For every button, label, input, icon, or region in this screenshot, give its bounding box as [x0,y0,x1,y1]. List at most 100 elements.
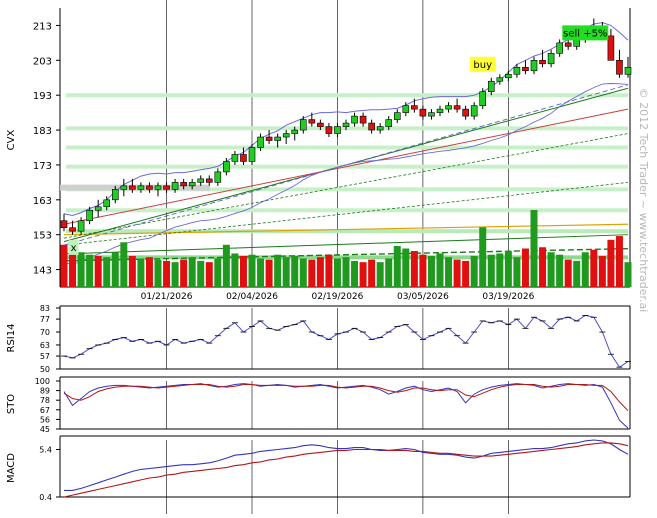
annotation-box [469,56,496,72]
candle-body [171,182,179,190]
volume-bar [376,262,384,287]
candle-body [214,171,222,183]
volume-bar [163,260,171,287]
rsi-tick-label: 83 [40,304,50,313]
volume-bar [436,253,444,287]
candle-body [325,126,333,134]
candle-body [60,220,68,229]
rsi-tick-label: 77 [40,315,50,324]
volume-bar [393,246,401,287]
volume-bar [69,250,77,287]
macd-signal-line [63,442,629,498]
candle-body [257,136,264,148]
trend-line [63,133,629,239]
rsi-axis-label: RSI14 [6,324,17,353]
volume-bar [445,257,453,287]
sto-tick-label: 56 [40,415,50,424]
volume-bar [239,255,247,287]
x-tick-label: 03/05/2026 [397,292,449,302]
watermark: © 2012 Tech Trader ~ www.techtrader.ai [637,88,650,313]
candle-body [188,182,196,187]
volume-bar [530,210,538,287]
candle-body [180,182,187,187]
candle-body [163,185,170,190]
y-tick-label: 163 [33,196,52,207]
upper-band-line [63,22,629,217]
macd-axis-label: MACD [6,453,17,483]
support-band [66,187,628,192]
volume-bar [419,254,427,287]
volume-bar [427,255,435,287]
candle-body [539,60,546,65]
macd-tick-label: 5.4 [39,446,52,455]
support-band [66,145,628,150]
volume-bar [120,242,128,287]
candle-body [393,112,401,120]
support-band [66,126,628,131]
sto-k-line [63,383,629,429]
volume-bar [60,244,68,287]
candle-body [547,53,555,65]
candle-body [616,60,623,75]
y-tick-label: 143 [33,266,52,277]
rsi-tick-label: 50 [40,365,50,374]
candle-body [351,115,358,124]
volume-bar [128,255,136,287]
volume-bar [539,247,547,287]
candle-body [154,185,162,190]
candle-body [129,185,136,190]
candle-body [137,185,145,190]
volume-bar [479,227,487,287]
price-axis-label: CVX [6,130,17,151]
volume-bar [342,257,350,287]
volume-bar [308,259,316,287]
volume-bar [188,257,196,287]
candle-body [428,112,435,117]
volume-bar [86,254,94,287]
y-tick-label: 173 [33,161,52,172]
volume-bar [77,252,85,287]
sto-d-line [63,384,629,412]
volume-bar [274,254,282,287]
volume-bar [180,259,188,287]
sto-axis-label: STO [6,394,17,414]
trend-line [63,108,629,225]
volume-bar [111,252,119,287]
volume-bar [487,254,495,287]
volume-bar [556,254,564,287]
candle-body [317,122,324,127]
sto-tick-label: 45 [40,425,50,434]
volume-bar [607,239,615,287]
sto-tick-label: 67 [40,406,50,415]
candle-body [436,108,444,113]
candle-body [231,154,239,162]
volume-bar [624,262,632,287]
volume-bar [615,236,623,287]
volume-bar [470,255,478,287]
candle-body [111,189,119,201]
volume-bar [222,244,230,287]
candle-body [291,129,299,134]
candle-body [240,154,247,162]
candle-body [223,161,230,173]
volume-bar [231,253,239,287]
y-tick-label: 183 [33,126,52,137]
volume-bar [504,250,512,287]
volume-bar [453,259,461,287]
rsi-tick-label: 63 [40,341,50,350]
candle-body [419,108,427,117]
candle-body [462,108,469,117]
candle-body [265,136,273,141]
candle-body [496,77,504,82]
candle-body [487,80,495,93]
x-tick-label: 03/19/2026 [482,292,534,302]
candle-body [479,91,487,106]
volume-bar [598,255,606,287]
candle-body [402,105,410,113]
volume-bar [291,255,299,287]
y-tick-label: 153 [33,231,52,242]
volume-bar [385,258,393,287]
trend-line [63,84,629,246]
